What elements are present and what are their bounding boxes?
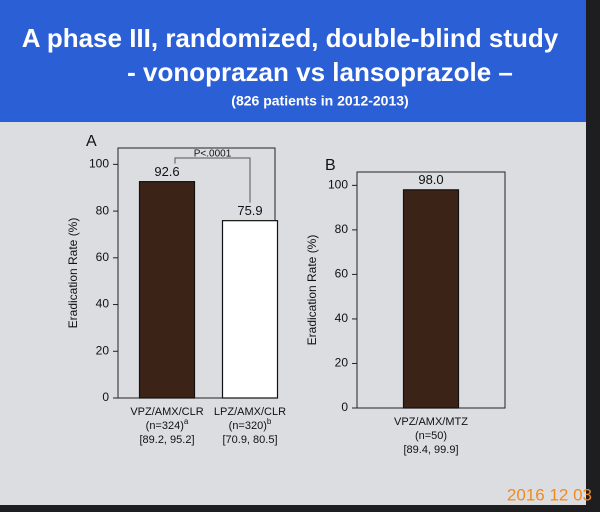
value-label: 92.6: [154, 164, 179, 179]
y-tick-label: 100: [89, 157, 109, 171]
annotation: P<.0001: [194, 149, 232, 160]
category-n: (n=50): [415, 430, 447, 442]
value-label: 98.0: [418, 172, 443, 187]
y-tick-label: 80: [335, 222, 349, 236]
category-ci: [70.9, 80.5]: [222, 434, 277, 446]
category-label: VPZ/AMX/CLR: [130, 406, 203, 418]
category-n-text: (n=320): [229, 420, 267, 432]
y-axis-label: Eradication Rate (%): [66, 218, 80, 329]
y-tick-label: 60: [335, 267, 349, 281]
category-superscript: a: [184, 417, 189, 426]
category-label: LPZ/AMX/CLR: [214, 406, 286, 418]
y-tick-label: 80: [96, 203, 110, 217]
y-tick-label: 0: [102, 390, 109, 404]
category-superscript: b: [267, 417, 272, 426]
title-note: (826 patients in 2012-2013): [231, 93, 408, 109]
subtitle: - vonoprazan vs lansoprazole –: [127, 57, 513, 87]
panel-label: B: [325, 157, 336, 174]
title: A phase III, randomized, double-blind st…: [22, 23, 559, 53]
y-tick-label: 40: [335, 311, 349, 325]
title-banner: [0, 0, 586, 122]
category-label: VPZ/AMX/MTZ: [394, 416, 468, 428]
bar: [138, 181, 196, 399]
bar: [402, 189, 460, 409]
category-ci: [89.4, 99.9]: [403, 444, 458, 456]
bar: [221, 220, 279, 399]
y-tick-label: 20: [96, 343, 110, 357]
y-tick-label: 40: [96, 297, 110, 311]
timestamp: 2016 12 03: [507, 485, 592, 504]
y-tick-label: 60: [96, 250, 110, 264]
category-n-text: (n=324): [146, 420, 184, 432]
y-axis-label: Eradication Rate (%): [305, 235, 319, 346]
y-tick-label: 0: [341, 400, 348, 414]
category-n: (n=324)a: [146, 417, 189, 432]
y-tick-label: 20: [335, 356, 349, 370]
y-tick-label: 100: [328, 178, 348, 192]
category-n: (n=320)b: [229, 417, 272, 432]
value-label: 75.9: [237, 203, 262, 218]
panel-label: A: [86, 133, 97, 150]
category-ci: [89.2, 95.2]: [139, 434, 194, 446]
category-n-text: (n=50): [415, 430, 447, 442]
significance-bracket: [174, 157, 251, 203]
